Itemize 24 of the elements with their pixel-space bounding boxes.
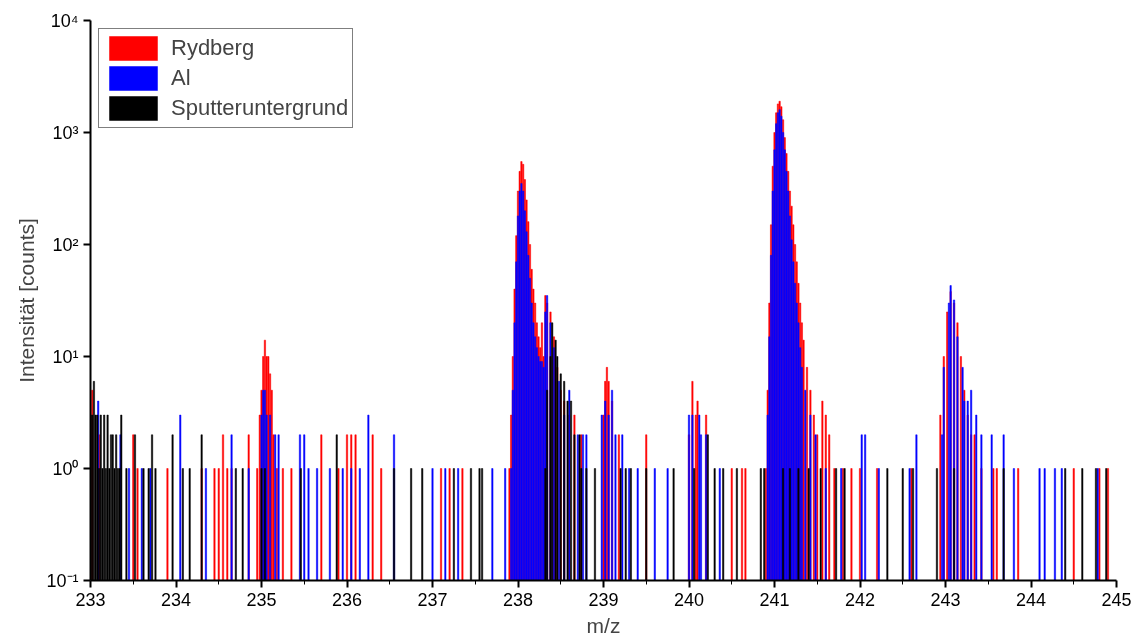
x-tick-label: 242 (844, 589, 876, 610)
y-tick-label: 10⁻¹ (46, 570, 79, 591)
x-tick-label: 240 (673, 589, 705, 610)
x-tick-label: 241 (759, 589, 790, 610)
x-tick-label: 239 (588, 589, 619, 610)
y-tick-label: 10⁰ (52, 458, 79, 479)
y-axis-title: Intensität [counts] (15, 218, 39, 383)
legend-label: Sputteruntergrund (171, 95, 349, 121)
legend-label: Al (171, 65, 191, 91)
y-tick-label: 10⁴ (50, 10, 79, 31)
y-tick-label: 10³ (52, 122, 79, 143)
x-tick-label: 235 (246, 589, 277, 610)
x-tick-label: 244 (1015, 589, 1047, 610)
x-tick-label: 234 (160, 589, 192, 610)
x-axis-title: m/z (586, 613, 621, 637)
x-tick-label: 238 (502, 589, 534, 610)
x-tick-label: 233 (75, 589, 106, 610)
x-tick-label: 236 (331, 589, 363, 610)
y-tick-label: 10¹ (52, 346, 79, 367)
x-tick-label: 245 (1101, 589, 1132, 610)
legend-label: Rydberg (171, 35, 255, 61)
y-tick-label: 10² (52, 234, 79, 255)
x-tick-label: 243 (930, 589, 961, 610)
x-tick-label: 237 (417, 589, 448, 610)
